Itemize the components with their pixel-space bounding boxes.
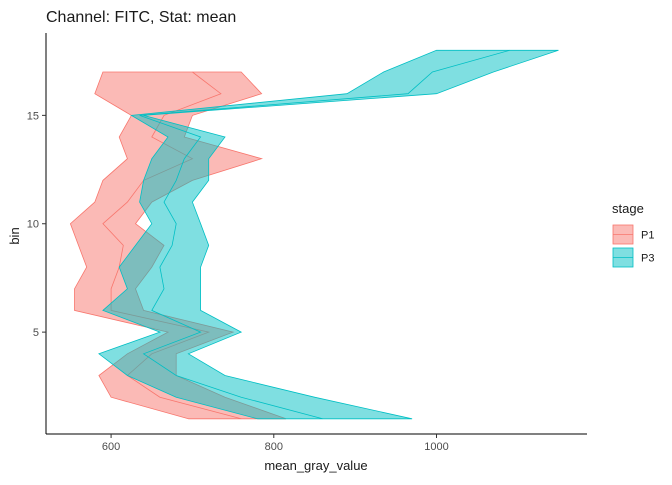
x-tick-label: 1000 [424, 441, 448, 453]
ribbon-p3 [98, 49, 559, 420]
center-line-p3 [139, 49, 510, 420]
y-axis-title: bin [7, 227, 22, 244]
x-axis-title: mean_gray_value [264, 458, 367, 473]
legend-title: stage [612, 201, 644, 216]
legend-label-p3: P3 [641, 253, 654, 265]
x-tick-label: 800 [265, 441, 283, 453]
y-tick-label: 5 [33, 327, 39, 339]
plot-panel [69, 49, 559, 420]
y-tick-label: 15 [27, 110, 39, 122]
x-axis: 600 800 1000 [46, 433, 587, 453]
plot-title: Channel: FITC, Stat: mean [46, 9, 236, 26]
legend: stage P1 P3 [612, 201, 654, 268]
x-tick-label: 600 [102, 441, 120, 453]
legend-label-p1: P1 [641, 230, 654, 242]
y-tick-label: 10 [27, 219, 39, 231]
y-axis: 5 10 15 [27, 33, 47, 434]
